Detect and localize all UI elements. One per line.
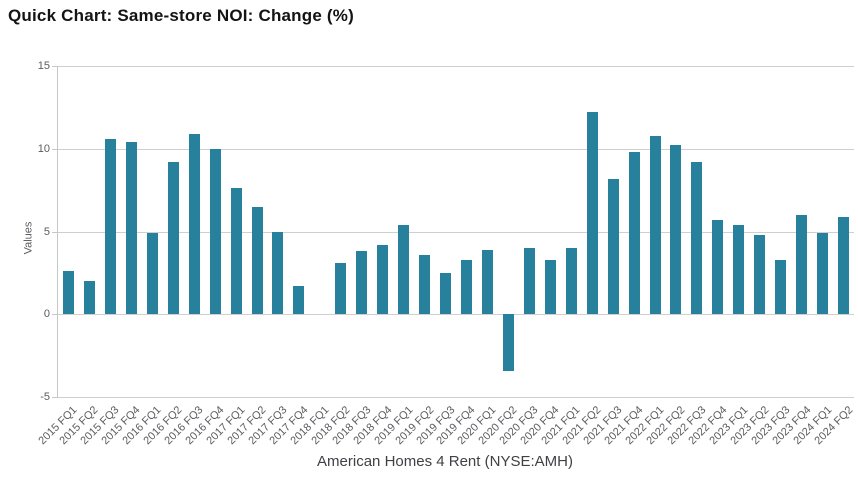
bar[interactable] xyxy=(251,206,263,315)
gridline xyxy=(58,231,854,233)
y-tick-label: 10 xyxy=(37,142,50,155)
bar[interactable] xyxy=(167,161,179,315)
y-tick-label: -5 xyxy=(40,391,50,403)
bar[interactable] xyxy=(293,286,305,315)
bar[interactable] xyxy=(565,248,577,315)
bar[interactable] xyxy=(607,178,619,315)
bar[interactable] xyxy=(356,251,368,315)
bar[interactable] xyxy=(586,112,598,315)
bar[interactable] xyxy=(460,259,472,315)
bar[interactable] xyxy=(125,142,137,315)
bar[interactable] xyxy=(398,224,410,315)
bar[interactable] xyxy=(691,161,703,315)
chart-title: Quick Chart: Same-store NOI: Change (%) xyxy=(8,6,354,25)
bar[interactable] xyxy=(817,233,829,315)
bar[interactable] xyxy=(272,231,284,315)
bar[interactable] xyxy=(62,271,74,315)
y-tick-label: 5 xyxy=(43,225,50,238)
bar[interactable] xyxy=(712,219,724,315)
y-tick-mark xyxy=(52,397,58,398)
gridline xyxy=(58,66,854,67)
bar[interactable] xyxy=(209,148,221,315)
bar[interactable] xyxy=(796,214,808,315)
bar[interactable] xyxy=(628,152,640,315)
bar[interactable] xyxy=(649,135,661,315)
y-tick-mark xyxy=(52,231,58,233)
bar[interactable] xyxy=(104,138,116,315)
y-tick-mark xyxy=(52,148,58,150)
y-tick-mark xyxy=(52,66,58,67)
bar[interactable] xyxy=(775,259,787,315)
bar[interactable] xyxy=(502,314,514,371)
y-tick-mark xyxy=(52,314,58,316)
bar[interactable] xyxy=(188,133,200,315)
bar[interactable] xyxy=(481,249,493,315)
gridline xyxy=(58,397,854,398)
bar[interactable] xyxy=(440,272,452,315)
chart-footer: American Homes 4 Rent (NYSE:AMH) xyxy=(317,453,573,470)
y-tick-label: 15 xyxy=(37,60,50,72)
bar[interactable] xyxy=(733,224,745,315)
y-tick-label: 0 xyxy=(43,308,50,321)
bar[interactable] xyxy=(754,234,766,315)
gridline xyxy=(58,314,854,316)
bar[interactable] xyxy=(230,188,242,315)
plot-area: Values 15 10 5 0 -5 2015 FQ1 2015 FQ2 2015 FQ3 2… xyxy=(22,61,855,448)
bar[interactable] xyxy=(377,244,389,315)
bar[interactable] xyxy=(523,248,535,315)
bar[interactable] xyxy=(335,262,347,315)
bar[interactable] xyxy=(146,233,158,315)
bar[interactable] xyxy=(670,145,682,315)
bar[interactable] xyxy=(544,259,556,315)
bar[interactable] xyxy=(838,216,850,315)
gridline xyxy=(58,148,854,150)
bar[interactable] xyxy=(419,254,431,315)
bar[interactable] xyxy=(83,281,95,315)
